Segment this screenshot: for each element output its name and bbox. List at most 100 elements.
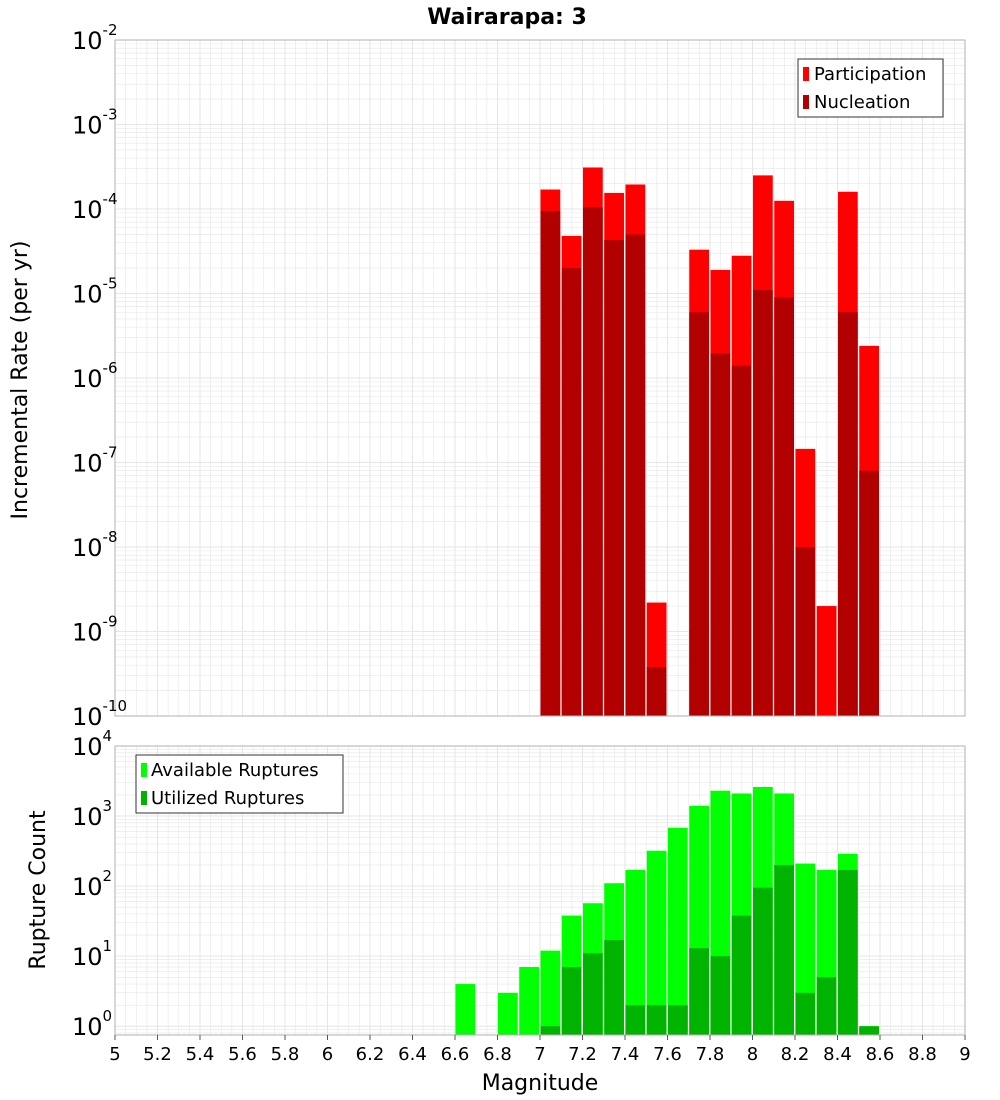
y-tick-label: 10-2 [72,21,118,55]
x-tick-label: 6.4 [398,1044,427,1065]
bottom-bar-available-ruptures [646,850,667,1035]
x-ticks: 5 5.2 5.4 5.6 5.8 6 6.2 6.4 6.6 6.8 7 7.2 7.4 7.6 7.8 8… [109,1035,971,1065]
x-tick-label: 7.4 [611,1044,640,1065]
x-tick-label: 8.6 [866,1044,895,1065]
bottom-bar-utilized-ruptures [816,977,837,1035]
bottom-bar-available-ruptures [519,967,539,1035]
bottom-bar-utilized-ruptures [668,1005,688,1035]
top-bar-nucleation [604,239,624,716]
y-tick-label: 102 [72,867,112,901]
legend-label-available: Available Ruptures [151,760,319,781]
top-grid [114,39,966,717]
bottom-bar-utilized-ruptures [774,865,794,1035]
x-tick-label: 5 [109,1044,120,1065]
bottom-bar-utilized-ruptures [561,967,582,1035]
top-bar-nucleation [859,470,879,716]
top-bar-nucleation [540,210,561,716]
x-tick-label: 5.8 [271,1044,300,1065]
chart-title: Wairarapa: 3 [427,5,587,30]
legend-swatch-nucleation [803,95,809,109]
x-tick-label: 8 [747,1044,758,1065]
x-tick-label: 5.2 [143,1044,172,1065]
x-tick-label: 7.8 [696,1044,725,1065]
bottom-bar-available-ruptures [625,869,646,1035]
bottom-y-ticks: 100 101 102 103 104 [72,727,112,1041]
top-legend: Participation Nucleation [797,58,944,118]
y-tick-label: 101 [72,937,112,971]
x-tick-label: 6 [322,1044,333,1065]
legend-swatch-utilized [141,791,147,805]
bottom-bar-available-ruptures [455,984,476,1035]
y-tick-label: 104 [72,727,112,761]
x-tick-label: 7.2 [568,1044,597,1065]
bottom-bar-utilized-ruptures [604,940,624,1035]
top-bar-nucleation [710,353,731,716]
y-tick-label: 10-5 [72,275,118,309]
bottom-bar-utilized-ruptures [710,956,731,1035]
top-y-axis-title: Incremental Rate (per yr) [8,241,33,520]
bottom-bar-available-ruptures [795,863,816,1035]
y-tick-label: 10-4 [72,190,118,224]
bottom-bar-utilized-ruptures [731,915,752,1035]
top-bar-participation [816,606,837,716]
bottom-bar-utilized-ruptures [795,992,816,1035]
y-tick-label: 10-6 [72,359,118,393]
top-bar-nucleation [625,234,646,717]
bottom-bars [455,786,879,1035]
y-tick-label: 10-8 [72,528,118,562]
top-plot: 10-10 10-9 10-8 10-7 10-6 10-5 10-4 10-3 10-2 In… [8,21,966,731]
x-tick-label: 8.8 [908,1044,937,1065]
legend-label-participation: Participation [814,64,926,85]
x-tick-label: 5.4 [186,1044,215,1065]
y-tick-label: 100 [72,1007,112,1041]
top-bar-nucleation [753,290,773,716]
bottom-bar-utilized-ruptures [859,1026,879,1035]
top-bar-nucleation [583,207,603,716]
top-y-ticks: 10-10 10-9 10-8 10-7 10-6 10-5 10-4 10-3 10-2 [72,21,127,731]
bottom-bar-utilized-ruptures [540,1026,561,1035]
bottom-y-axis-title: Rupture Count [26,810,51,970]
x-tick-label: 9 [959,1044,970,1065]
x-tick-label: 6.2 [356,1044,385,1065]
bottom-legend-box [135,754,344,814]
y-tick-label: 10-3 [72,106,118,140]
x-tick-label: 8.4 [823,1044,852,1065]
top-bar-nucleation [561,268,582,716]
bottom-bar-utilized-ruptures [583,953,603,1035]
top-bar-nucleation [689,312,709,716]
top-plot-frame [114,39,966,717]
legend-swatch-participation [803,67,809,81]
x-tick-label: 6.6 [441,1044,470,1065]
x-tick-label: 7.6 [653,1044,682,1065]
bottom-bar-available-ruptures [668,827,688,1035]
top-bar-nucleation [838,312,858,716]
bottom-bar-utilized-ruptures [838,869,858,1035]
bottom-legend: Available Ruptures Utilized Ruptures [135,754,344,814]
top-bar-nucleation [774,297,794,716]
y-tick-label: 10-9 [72,613,118,647]
bottom-bar-utilized-ruptures [625,1005,646,1035]
x-tick-label: 8.2 [781,1044,810,1065]
legend-swatch-available [141,763,147,777]
x-tick-label: 6.8 [483,1044,512,1065]
top-legend-box [797,58,944,118]
y-tick-label: 103 [72,797,112,831]
bottom-plot: 100 101 102 103 104 5 5.2 5.4 5.6 5.8 6 6.2 6.4 6.6 6… [26,727,971,1096]
x-axis-title: Magnitude [482,1071,599,1096]
top-bars [540,167,879,717]
bottom-bar-available-ruptures [540,950,561,1035]
x-tick-label: 7 [534,1044,545,1065]
bottom-bar-available-ruptures [498,992,518,1035]
bottom-bar-utilized-ruptures [689,948,709,1035]
top-bar-nucleation [795,547,816,716]
legend-label-utilized: Utilized Ruptures [151,788,304,809]
legend-label-nucleation: Nucleation [814,92,910,113]
top-bar-nucleation [646,667,667,716]
bottom-bar-utilized-ruptures [753,887,773,1035]
top-bar-nucleation [731,365,752,716]
x-tick-label: 5.6 [228,1044,257,1065]
y-tick-label: 10-7 [72,444,118,478]
y-tick-label: 10-10 [72,697,127,731]
bottom-bar-utilized-ruptures [646,1005,667,1035]
